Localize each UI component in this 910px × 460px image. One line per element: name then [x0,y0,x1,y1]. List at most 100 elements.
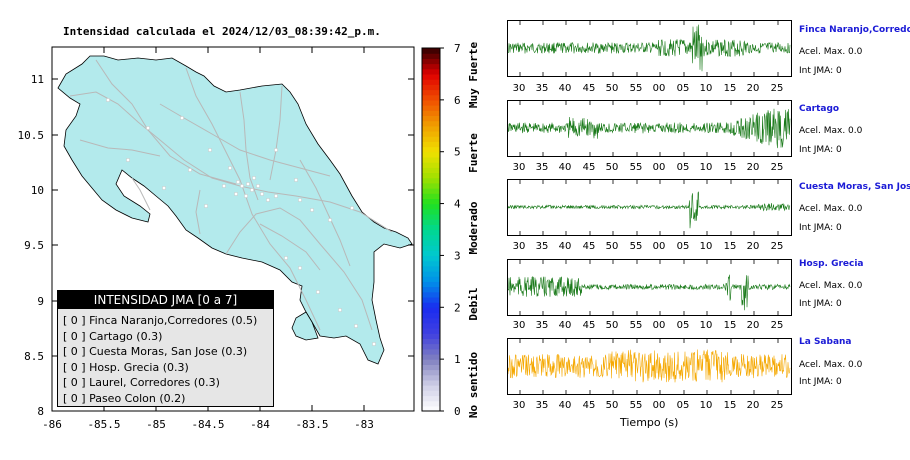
time-tick-label: 10 [699,320,713,331]
station-marker [274,148,278,152]
trace-panel-hosp-grecia [507,259,792,316]
colorbar-segment [422,105,440,111]
country-shape [57,55,413,365]
time-tick-label: 55 [629,320,643,331]
station-marker [240,184,244,188]
station-marker [162,186,166,190]
colorbar-segment [422,328,440,334]
time-tick-label: 35 [535,162,549,173]
road-line [69,91,393,233]
time-tick-label: 30 [512,162,526,173]
time-tick-label: 20 [746,320,760,331]
time-tick-label: 05 [676,241,690,252]
time-tick-label: 25 [770,241,784,252]
legend-row: [ 0 ] Hosp. Grecia (0.3) [63,360,189,374]
time-tick-label: 20 [746,83,760,94]
colorbar-tick: 2 [454,301,461,314]
colorbar-tick: 0 [454,405,461,418]
time-tick-label: 10 [699,241,713,252]
road-line [195,189,201,235]
station-acel: Acel. Max. 0.0 [799,126,863,136]
station-name: Hosp. Grecia [799,259,864,269]
peninsula-shape [291,311,319,341]
time-tick-label: 55 [629,241,643,252]
legend-row: [ 0 ] Laurel, Corredores (0.3) [63,376,220,389]
colorbar-tick: 5 [454,146,461,159]
station-marker [354,324,358,328]
colorbar-segment [422,307,440,314]
station-marker [204,204,208,208]
time-tick-label: 15 [723,83,737,94]
time-tick-label: 50 [605,400,619,411]
time-tick-label: 25 [770,400,784,411]
time-tick-label: 45 [582,400,596,411]
colorbar-segment [422,374,440,381]
colorbar-segment [422,281,440,288]
colorbar-tick: 4 [454,198,461,211]
time-tick-label: 40 [558,162,572,173]
colorbar-segment [422,219,440,225]
colorbar-segment [422,317,440,324]
seismogram-trace [508,274,791,311]
time-tick-label: 30 [512,83,526,94]
time-tick-label: 45 [582,83,596,94]
road-line [95,59,237,185]
station-acel: Acel. Max. 0.0 [799,281,863,291]
colorbar-segment [422,136,440,142]
time-tick-label: 10 [699,162,713,173]
colorbar-segment [422,348,440,355]
colorbar-segment [422,276,440,282]
x-tick-label: -84.5 [191,418,224,431]
trace-panel-la-sabana [507,338,792,395]
station-marker [106,98,110,102]
colorbar-segment [422,73,440,80]
colorbar-segment [422,172,440,179]
colorbar-segment [422,245,440,251]
station-marker [298,198,302,202]
colorbar-segment [422,125,440,132]
time-tick-label: 50 [605,83,619,94]
colorbar-segment [422,405,440,412]
x-tick-label: -83.5 [295,418,328,431]
station-marker [180,116,184,120]
time-axis: 30 35 40 45 50 55 00 05 10 15 20 25 [507,162,790,176]
map-title: Intensidad calculada el 2024/12/03_08:39… [63,25,381,38]
x-tick-label: -85 [146,418,166,431]
time-tick-label: 00 [652,320,666,331]
colorbar-segment [422,343,440,350]
colorbar-segment [422,260,440,267]
station-marker [188,168,192,172]
colorbar-segment [422,224,440,231]
colorbar-segment [422,48,440,54]
trace-panel-cartago [507,100,792,157]
time-tick-label: 25 [770,83,784,94]
colorbar-segment [422,364,440,371]
time-tick-label: 30 [512,320,526,331]
time-tick-label: 50 [605,162,619,173]
colorbar-class-label: Muy Fuerte [467,42,480,109]
station-marker [244,194,248,198]
x-tick-label: -84 [250,418,270,431]
colorbar-segment [422,400,440,407]
colorbar-class-label: Moderado [467,201,480,254]
time-axis-title: Tiempo (s) [620,416,679,429]
station-marker [338,308,342,312]
time-tick-label: 45 [582,241,596,252]
seismogram-trace [508,191,791,229]
legend-row: [ 0 ] Finca Naranjo,Corredores (0.5) [63,314,258,327]
colorbar-segment [422,141,440,148]
colorbar-segment [422,234,440,241]
colorbar-segment [422,167,440,174]
time-tick-label: 15 [723,320,737,331]
station-name: Finca Naranjo,Corredores [799,25,910,35]
colorbar-segment [422,162,440,168]
trace-panel-finca-naranjo [507,20,792,77]
intensity-legend: INTENSIDAD JMA [0 a 7] [ 0 ] Finca Naran… [57,290,274,407]
time-tick-label: 20 [746,241,760,252]
time-tick-label: 15 [723,162,737,173]
colorbar-segment [422,291,440,298]
station-marker [236,180,240,184]
time-tick-label: 55 [629,400,643,411]
station-marker [298,266,302,270]
